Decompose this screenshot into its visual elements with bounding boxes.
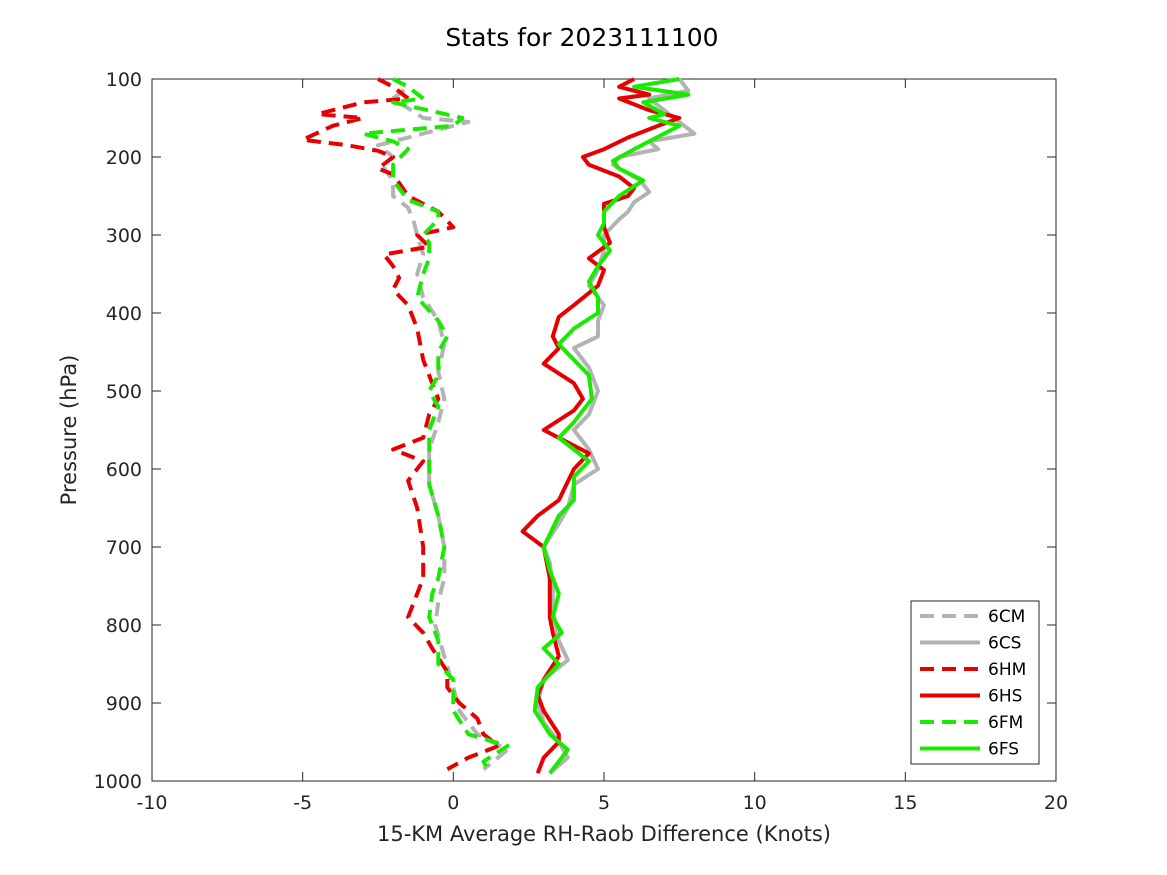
- series-line-6fs: [532, 77, 691, 775]
- x-axis: -10 -5 0 5 10 15 20: [136, 79, 1068, 814]
- x-tick-label: -5: [293, 792, 312, 814]
- chart-title: Stats for 2023111100: [445, 23, 718, 52]
- y-tick-label: 600: [106, 459, 142, 481]
- y-tick-label: 100: [106, 69, 142, 91]
- legend-label-6cm: 6CM: [988, 607, 1025, 627]
- y-tick-label: 900: [106, 693, 142, 715]
- x-axis-label: 15-KM Average RH-Raob Difference (Knots): [377, 822, 831, 846]
- y-axis-label: Pressure (hPa): [57, 355, 81, 506]
- y-tick-label: 200: [106, 147, 142, 169]
- legend-label-6fm: 6FM: [988, 713, 1023, 733]
- x-tick-label: 5: [598, 792, 610, 814]
- series-line-6hs: [520, 77, 682, 774]
- y-tick-label: 500: [106, 381, 142, 403]
- y-tick-label: 700: [106, 537, 142, 559]
- x-tick-label: 15: [893, 792, 917, 814]
- legend: 6CM 6CS 6HM 6HS 6FM 6FS: [910, 600, 1040, 765]
- y-tick-label: 400: [106, 303, 142, 325]
- y-tick-label: 800: [106, 615, 142, 637]
- legend-box: [910, 600, 1040, 765]
- x-tick-label: 10: [743, 792, 767, 814]
- y-tick-label: 1000: [94, 771, 142, 793]
- x-tick-label: 0: [447, 792, 459, 814]
- y-tick-label: 300: [106, 225, 142, 247]
- legend-label-6hm: 6HM: [988, 660, 1026, 680]
- legend-label-6cs: 6CS: [988, 634, 1021, 654]
- series-line-6fm: [360, 77, 510, 775]
- legend-label-6hs: 6HS: [988, 687, 1022, 707]
- legend-label-6fs: 6FS: [988, 740, 1019, 760]
- series-layer: [300, 77, 697, 775]
- x-tick-label: 20: [1044, 792, 1068, 814]
- plot-area: [151, 78, 1057, 782]
- x-tick-label: -10: [136, 792, 167, 814]
- y-axis: 100 200 300 400 500 600 700 800 900 1000: [94, 69, 1056, 793]
